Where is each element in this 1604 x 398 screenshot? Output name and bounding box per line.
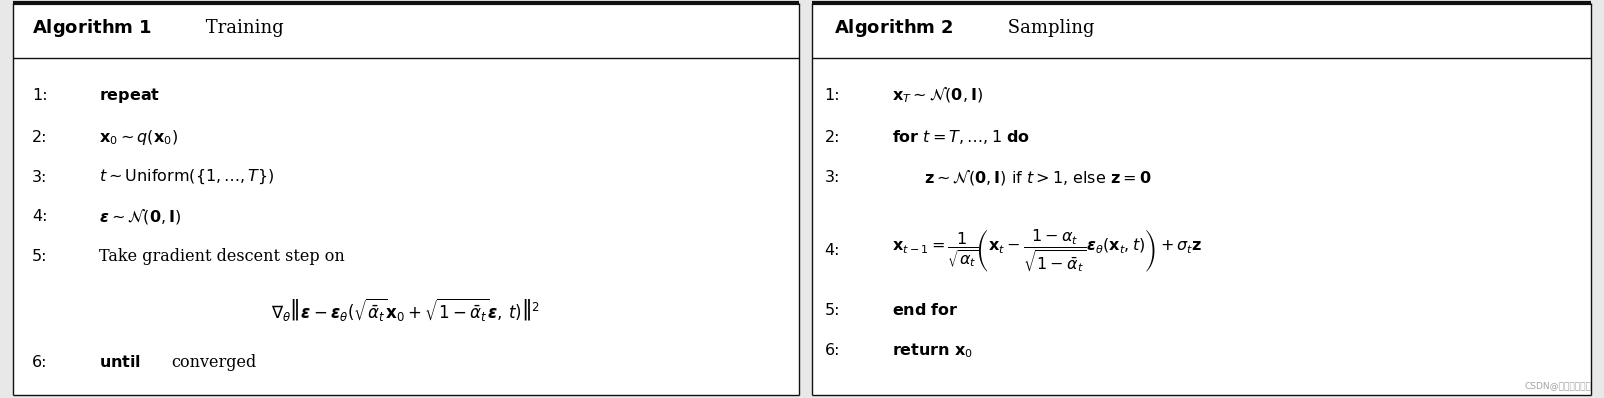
Text: $\mathbf{until}$: $\mathbf{until}$ bbox=[99, 354, 141, 370]
Text: 2:: 2: bbox=[32, 130, 48, 145]
Text: 4:: 4: bbox=[32, 209, 48, 224]
Text: $\nabla_\theta \left\|\boldsymbol{\epsilon} - \boldsymbol{\epsilon}_\theta(\sqrt: $\nabla_\theta \left\|\boldsymbol{\epsil… bbox=[271, 297, 541, 324]
Text: 1:: 1: bbox=[824, 88, 840, 103]
FancyBboxPatch shape bbox=[812, 3, 1591, 395]
Text: $\mathbf{z} \sim \mathcal{N}(\mathbf{0}, \mathbf{I})$ if $t > 1$, else $\mathbf{: $\mathbf{z} \sim \mathcal{N}(\mathbf{0},… bbox=[924, 168, 1152, 187]
Text: 6:: 6: bbox=[824, 343, 840, 358]
Text: 5:: 5: bbox=[824, 303, 840, 318]
Text: $\mathbf{x}_T \sim \mathcal{N}(\mathbf{0}, \mathbf{I})$: $\mathbf{x}_T \sim \mathcal{N}(\mathbf{0… bbox=[892, 86, 983, 105]
Text: $\mathbf{Algorithm\ 1}$: $\mathbf{Algorithm\ 1}$ bbox=[32, 18, 152, 39]
Text: $\mathbf{Algorithm\ 2}$: $\mathbf{Algorithm\ 2}$ bbox=[834, 18, 953, 39]
FancyBboxPatch shape bbox=[13, 3, 799, 395]
Text: 2:: 2: bbox=[824, 130, 840, 145]
Text: $\mathbf{return}\ \mathbf{x}_0$: $\mathbf{return}\ \mathbf{x}_0$ bbox=[892, 341, 974, 359]
Text: Take gradient descent step on: Take gradient descent step on bbox=[99, 248, 345, 265]
Text: $t \sim \mathrm{Uniform}(\{1,\ldots,T\})$: $t \sim \mathrm{Uniform}(\{1,\ldots,T\})… bbox=[99, 168, 276, 186]
Text: $\mathbf{end\ for}$: $\mathbf{end\ for}$ bbox=[892, 302, 959, 318]
Text: $\mathbf{repeat}$: $\mathbf{repeat}$ bbox=[99, 86, 160, 105]
Text: converged: converged bbox=[172, 354, 257, 371]
Text: Training: Training bbox=[200, 20, 284, 37]
Text: 1:: 1: bbox=[32, 88, 48, 103]
Text: 3:: 3: bbox=[824, 170, 840, 185]
Text: $\mathbf{x}_0 \sim q(\mathbf{x}_0)$: $\mathbf{x}_0 \sim q(\mathbf{x}_0)$ bbox=[99, 128, 178, 147]
Text: Sampling: Sampling bbox=[1002, 20, 1096, 37]
Text: CSDN@旋转的油纸伞: CSDN@旋转的油纸伞 bbox=[1524, 381, 1591, 390]
Text: 3:: 3: bbox=[32, 170, 48, 185]
Text: $\boldsymbol{\epsilon} \sim \mathcal{N}(\mathbf{0}, \mathbf{I})$: $\boldsymbol{\epsilon} \sim \mathcal{N}(… bbox=[99, 207, 181, 226]
Text: 5:: 5: bbox=[32, 249, 48, 264]
Text: $\mathbf{x}_{t-1} = \dfrac{1}{\sqrt{\alpha_t}}\!\left(\mathbf{x}_t - \dfrac{1-\a: $\mathbf{x}_{t-1} = \dfrac{1}{\sqrt{\alp… bbox=[892, 227, 1201, 274]
Text: $\mathbf{for}$ $t = T, \ldots, 1$ $\mathbf{do}$: $\mathbf{for}$ $t = T, \ldots, 1$ $\math… bbox=[892, 128, 1030, 146]
Text: 6:: 6: bbox=[32, 355, 48, 370]
Text: 4:: 4: bbox=[824, 243, 840, 258]
